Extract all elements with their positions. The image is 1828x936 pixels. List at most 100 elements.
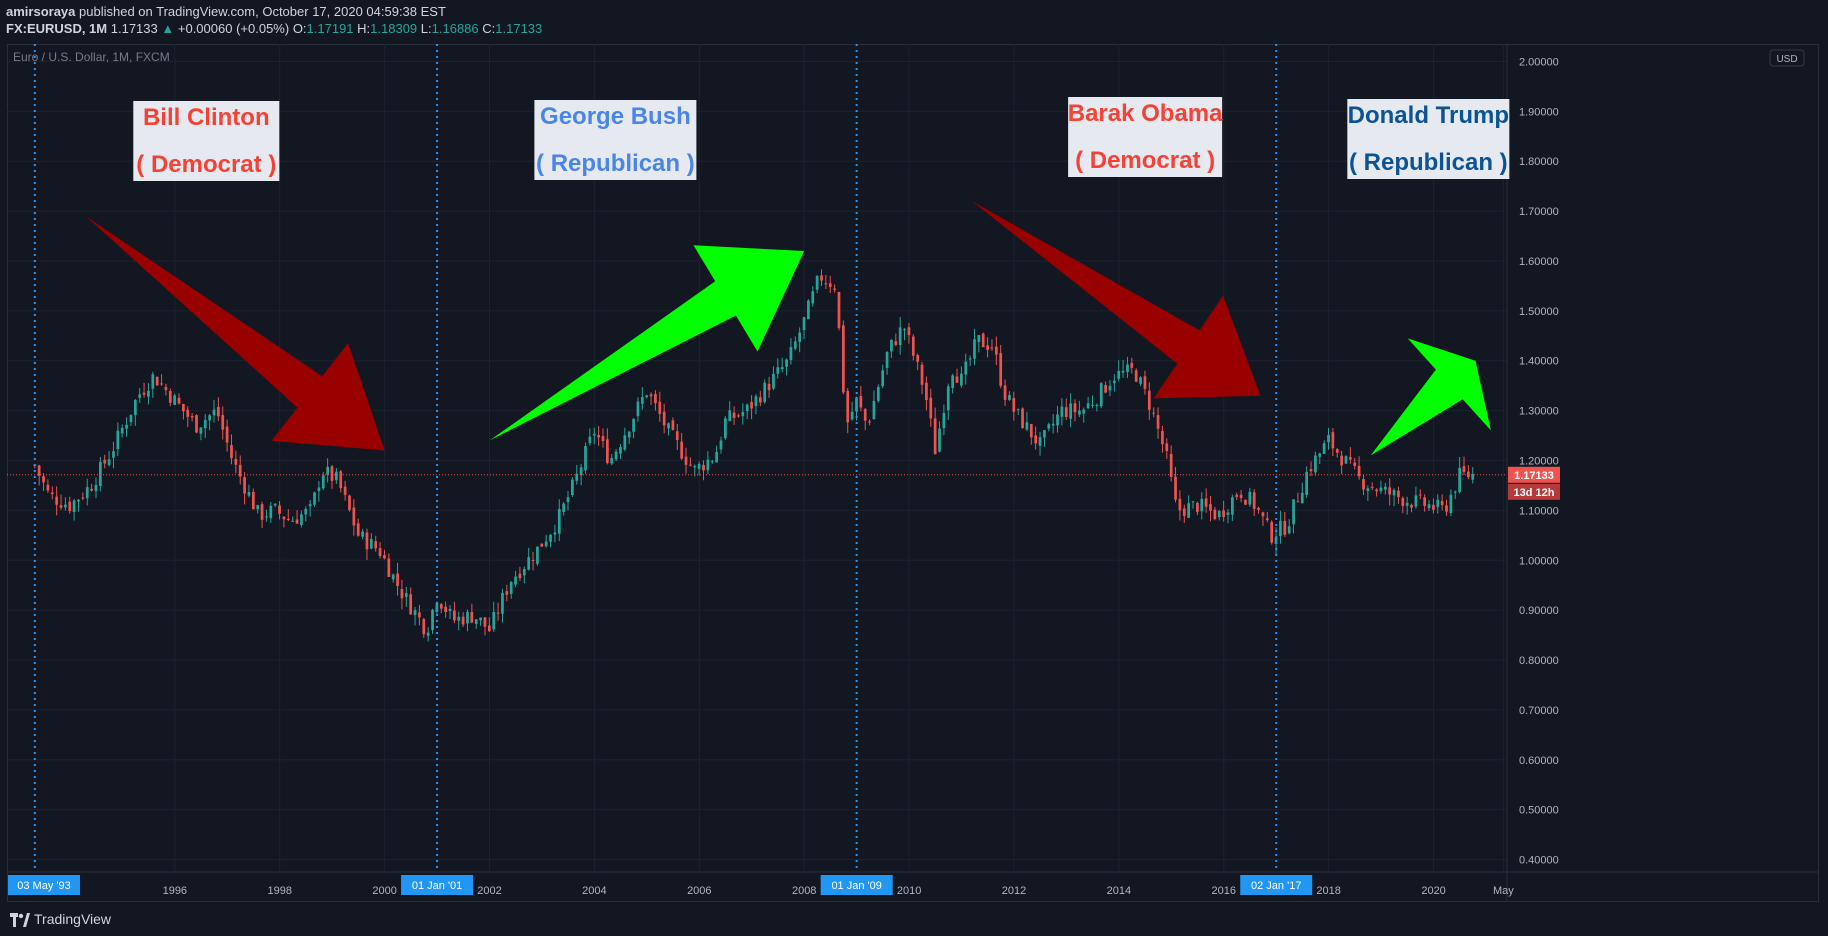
- candle[interactable]: [1038, 437, 1042, 446]
- president-label-box[interactable]: [133, 101, 280, 181]
- candle[interactable]: [1423, 497, 1427, 506]
- candle[interactable]: [1366, 488, 1370, 491]
- candle[interactable]: [597, 434, 600, 438]
- author-name[interactable]: amirsoraya: [6, 4, 76, 19]
- candle[interactable]: [1095, 405, 1099, 407]
- candle[interactable]: [544, 541, 548, 547]
- candle[interactable]: [1349, 457, 1352, 460]
- candle[interactable]: [536, 546, 539, 564]
- candle[interactable]: [737, 415, 740, 417]
- candle[interactable]: [1112, 380, 1116, 384]
- candle[interactable]: [492, 611, 496, 630]
- candle[interactable]: [448, 608, 452, 611]
- candle[interactable]: [1244, 499, 1247, 505]
- candle[interactable]: [343, 486, 347, 495]
- candle[interactable]: [387, 558, 391, 577]
- candle[interactable]: [129, 414, 133, 423]
- candle[interactable]: [431, 609, 434, 630]
- candle[interactable]: [807, 300, 810, 320]
- candle[interactable]: [479, 617, 482, 621]
- candle[interactable]: [1436, 499, 1440, 508]
- candle[interactable]: [142, 392, 146, 395]
- candle[interactable]: [81, 497, 85, 499]
- candle[interactable]: [383, 555, 386, 559]
- candle[interactable]: [977, 335, 981, 343]
- candle[interactable]: [265, 516, 268, 518]
- candle[interactable]: [1008, 395, 1011, 401]
- candle[interactable]: [300, 514, 303, 525]
- candle[interactable]: [571, 479, 574, 496]
- candle[interactable]: [837, 292, 841, 329]
- candle[interactable]: [662, 411, 666, 426]
- candle[interactable]: [1265, 518, 1269, 521]
- candle[interactable]: [693, 465, 697, 468]
- candle[interactable]: [1449, 494, 1453, 514]
- candle[interactable]: [601, 435, 605, 442]
- candle[interactable]: [1309, 469, 1313, 472]
- candle[interactable]: [1064, 407, 1068, 417]
- candle[interactable]: [50, 492, 54, 494]
- candle[interactable]: [715, 452, 718, 463]
- candle[interactable]: [251, 491, 255, 510]
- tradingview-logo-icon[interactable]: [10, 913, 30, 927]
- candle[interactable]: [112, 451, 115, 458]
- candle[interactable]: [85, 487, 89, 499]
- candle[interactable]: [553, 532, 557, 535]
- candle[interactable]: [767, 383, 771, 391]
- candle[interactable]: [308, 504, 312, 507]
- candle[interactable]: [1217, 511, 1221, 518]
- candle[interactable]: [1174, 476, 1177, 500]
- candle[interactable]: [793, 341, 797, 349]
- candle[interactable]: [72, 500, 76, 513]
- candle[interactable]: [1134, 370, 1138, 382]
- candle[interactable]: [776, 367, 780, 374]
- candle[interactable]: [1305, 471, 1309, 495]
- candle[interactable]: [1440, 500, 1444, 506]
- candle[interactable]: [99, 461, 102, 486]
- candle[interactable]: [610, 458, 614, 464]
- candle[interactable]: [90, 488, 93, 491]
- candle[interactable]: [326, 466, 329, 475]
- candle[interactable]: [164, 386, 168, 391]
- candle[interactable]: [876, 387, 880, 401]
- candle[interactable]: [42, 476, 45, 483]
- candle[interactable]: [828, 283, 832, 288]
- candle[interactable]: [1283, 520, 1287, 535]
- candle[interactable]: [339, 471, 343, 489]
- candle[interactable]: [789, 347, 793, 361]
- currency-badge[interactable]: [1769, 49, 1805, 67]
- candle[interactable]: [1318, 453, 1322, 457]
- candle[interactable]: [413, 610, 417, 616]
- candle[interactable]: [1056, 414, 1059, 426]
- candle[interactable]: [330, 466, 334, 481]
- candle[interactable]: [247, 492, 251, 496]
- candle[interactable]: [1257, 507, 1260, 510]
- candle[interactable]: [579, 467, 583, 476]
- candle[interactable]: [1003, 385, 1007, 400]
- candle[interactable]: [37, 465, 41, 476]
- tradingview-brand[interactable]: TradingView: [34, 911, 112, 927]
- candle[interactable]: [1322, 443, 1326, 454]
- candle[interactable]: [335, 471, 338, 481]
- candle[interactable]: [1418, 494, 1422, 496]
- candle[interactable]: [1130, 363, 1134, 368]
- candle[interactable]: [483, 617, 487, 627]
- candle[interactable]: [1458, 467, 1461, 492]
- candle[interactable]: [1143, 376, 1147, 389]
- candle[interactable]: [1012, 398, 1016, 412]
- candle[interactable]: [182, 403, 185, 412]
- candle[interactable]: [291, 520, 295, 522]
- candle[interactable]: [719, 440, 723, 450]
- candle[interactable]: [418, 612, 421, 618]
- candle[interactable]: [356, 523, 360, 536]
- candle[interactable]: [444, 606, 447, 613]
- candle[interactable]: [1029, 424, 1033, 438]
- candle[interactable]: [964, 361, 968, 375]
- candle[interactable]: [1427, 504, 1431, 509]
- candle[interactable]: [1034, 435, 1038, 444]
- president-label-box[interactable]: [1068, 97, 1223, 177]
- candle[interactable]: [1161, 431, 1164, 445]
- candle[interactable]: [1016, 409, 1020, 411]
- candle[interactable]: [1117, 370, 1121, 379]
- candle[interactable]: [903, 329, 906, 331]
